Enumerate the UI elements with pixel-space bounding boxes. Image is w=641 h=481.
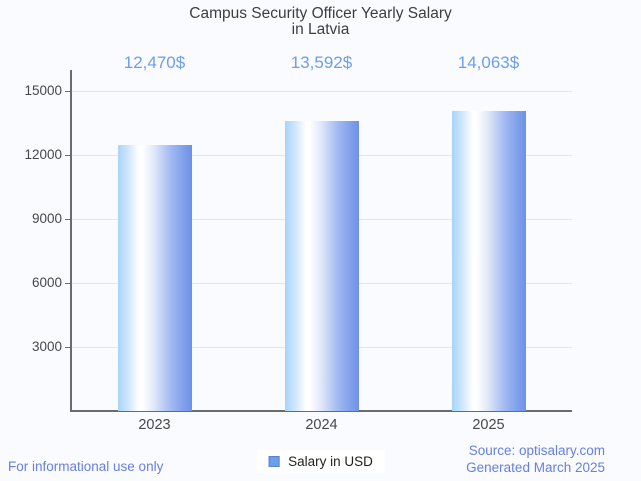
footer-source-block: Source: optisalary.com Generated March 2…: [466, 442, 605, 476]
chart-title: Campus Security Officer Yearly Salary in…: [0, 6, 641, 38]
y-axis-line: [70, 70, 72, 411]
bar-value-label: 13,592$: [290, 53, 353, 72]
x-axis-tick-label: 2024: [305, 417, 338, 433]
ytick-mark-12000: [65, 155, 71, 156]
chart-title-line1: Campus Security Officer Yearly Salary: [189, 5, 452, 22]
y-axis-tick-label: 9000: [31, 211, 62, 226]
y-axis-tick-label: 3000: [31, 339, 62, 354]
x-axis-tick-label: 2025: [472, 417, 505, 433]
x-axis-line: [70, 410, 572, 412]
chart-title-line2: in Latvia: [291, 21, 350, 38]
ytick-mark-9000: [65, 219, 71, 220]
gridline-15000: [71, 91, 572, 92]
legend-swatch-icon: [268, 456, 280, 467]
bar-value-label: 14,063$: [457, 53, 520, 72]
y-axis-tick-label: 15000: [24, 83, 62, 98]
footer-generated: Generated March 2025: [466, 460, 605, 475]
legend-label: Salary in USD: [288, 454, 373, 469]
ytick-mark-6000: [65, 283, 71, 284]
ytick-mark-3000: [65, 347, 71, 348]
bar-2024: [284, 121, 359, 411]
bar-value-label: 12,470$: [123, 53, 186, 72]
y-axis-tick-label: 6000: [31, 275, 62, 290]
x-axis-tick-label: 2023: [138, 417, 171, 433]
y-axis-tick-label: 12000: [24, 147, 62, 162]
bar-2023: [117, 144, 192, 411]
footer-disclaimer: For informational use only: [8, 459, 164, 474]
ytick-mark-15000: [65, 91, 71, 92]
footer-source: Source: optisalary.com: [468, 443, 605, 458]
legend: Salary in USD: [256, 450, 385, 473]
bar-2025: [451, 110, 526, 411]
